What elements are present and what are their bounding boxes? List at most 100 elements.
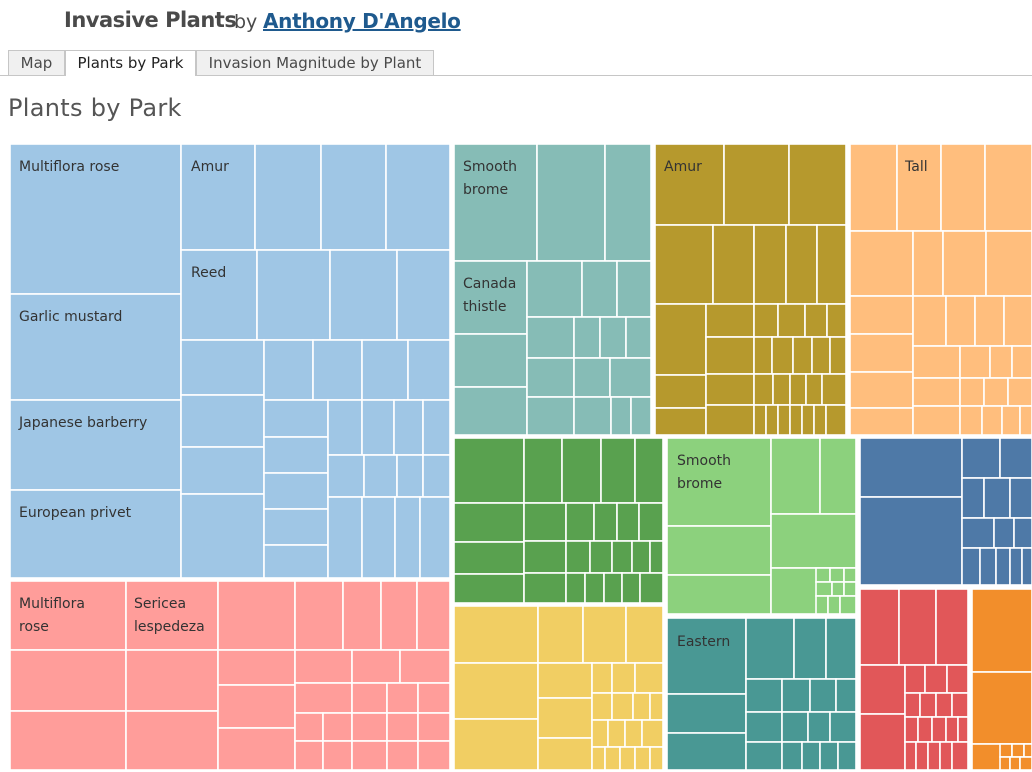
tile-light-blue[interactable] (180, 446, 265, 495)
tile-red[interactable] (904, 716, 919, 743)
tile-pink[interactable] (125, 710, 219, 771)
tile-orange[interactable] (971, 671, 1032, 745)
tile-olive[interactable] (777, 303, 806, 338)
tile-pink[interactable] (294, 580, 344, 651)
tile-yellow[interactable] (649, 692, 664, 721)
tile-olive[interactable] (821, 373, 847, 406)
tile-red[interactable] (859, 713, 906, 771)
tile-olive[interactable] (654, 224, 714, 305)
tile-light-blue[interactable] (263, 544, 329, 579)
tile-pink[interactable] (9, 580, 127, 651)
tile-pink[interactable] (417, 682, 451, 714)
tile-teal-light[interactable] (526, 316, 575, 359)
tile-teal-light[interactable] (625, 316, 652, 359)
tile-olive[interactable] (792, 336, 813, 375)
tile-teal-light[interactable] (526, 396, 575, 436)
tile-olive[interactable] (801, 404, 815, 436)
tile-orange-light[interactable] (849, 371, 914, 409)
tile-yellow[interactable] (591, 746, 606, 771)
tile-yellow[interactable] (537, 737, 593, 771)
tile-olive[interactable] (723, 143, 790, 226)
tile-orange[interactable] (999, 743, 1013, 758)
tile-green[interactable] (638, 502, 664, 542)
tile-green[interactable] (565, 540, 591, 574)
tab-plants-by-park[interactable]: Plants by Park (65, 50, 196, 76)
tile-yellow[interactable] (611, 692, 634, 721)
tile-light-green[interactable] (666, 574, 772, 615)
tile-olive[interactable] (753, 224, 787, 305)
tile-light-green[interactable] (666, 437, 772, 527)
tile-olive[interactable] (816, 224, 847, 305)
tile-olive[interactable] (705, 404, 755, 436)
tile-yellow[interactable] (649, 746, 664, 771)
tile-olive[interactable] (753, 303, 779, 338)
tile-red[interactable] (904, 741, 917, 771)
tile-orange-light[interactable] (942, 230, 987, 297)
tile-pink[interactable] (351, 712, 388, 742)
tile-orange-light[interactable] (1019, 405, 1032, 436)
tile-light-blue[interactable] (327, 496, 363, 579)
tile-orange-light[interactable] (981, 405, 1003, 436)
tile-yellow[interactable] (591, 692, 613, 721)
tile-orange-light[interactable] (959, 377, 985, 407)
tile-blue[interactable] (979, 547, 997, 586)
tile-teal-dark[interactable] (666, 732, 747, 771)
tile-yellow[interactable] (641, 719, 664, 748)
tile-blue[interactable] (983, 477, 1011, 519)
tile-teal-light[interactable] (453, 143, 538, 262)
tile-orange[interactable] (1019, 756, 1032, 771)
tile-olive[interactable] (826, 303, 847, 338)
tile-green[interactable] (523, 572, 567, 604)
tile-orange-light[interactable] (912, 405, 961, 436)
tile-green[interactable] (584, 572, 605, 604)
tile-green[interactable] (621, 572, 641, 604)
tile-orange-light[interactable] (849, 230, 914, 297)
tile-light-blue[interactable] (9, 489, 182, 579)
tile-yellow[interactable] (453, 662, 539, 720)
tile-pink[interactable] (351, 682, 388, 714)
tile-olive[interactable] (753, 336, 773, 375)
tile-teal-light[interactable] (581, 260, 618, 318)
tile-light-blue[interactable] (393, 399, 424, 456)
tile-pink[interactable] (294, 682, 353, 714)
tile-olive[interactable] (654, 143, 725, 226)
tile-orange[interactable] (971, 588, 1032, 673)
tile-teal-dark[interactable] (666, 617, 747, 695)
tile-green[interactable] (631, 540, 651, 574)
tile-teal-light[interactable] (599, 316, 627, 359)
tile-orange-light[interactable] (896, 143, 942, 232)
tile-red[interactable] (859, 588, 900, 666)
tile-red[interactable] (917, 716, 933, 743)
tile-teal-dark[interactable] (835, 678, 857, 713)
tile-olive[interactable] (654, 407, 707, 436)
tile-red[interactable] (957, 716, 969, 743)
tile-light-blue[interactable] (9, 399, 182, 491)
tile-orange-light[interactable] (912, 230, 944, 297)
tile-green[interactable] (639, 572, 664, 604)
tile-orange[interactable] (999, 756, 1011, 771)
tile-teal-light[interactable] (573, 396, 612, 436)
tile-light-blue[interactable] (327, 454, 365, 498)
tile-olive[interactable] (705, 336, 755, 375)
tile-olive[interactable] (705, 373, 755, 406)
tile-orange-light[interactable] (989, 345, 1013, 379)
tile-green[interactable] (649, 540, 664, 574)
tile-pink[interactable] (386, 682, 419, 714)
tile-yellow[interactable] (582, 605, 627, 664)
tile-yellow[interactable] (537, 605, 584, 664)
tile-red[interactable] (951, 741, 969, 771)
tile-pink[interactable] (380, 580, 418, 651)
tile-yellow[interactable] (453, 718, 539, 771)
tile-blue[interactable] (1009, 547, 1023, 586)
tile-blue[interactable] (1021, 547, 1032, 586)
tile-red[interactable] (904, 692, 921, 718)
tile-teal-dark[interactable] (819, 741, 839, 771)
tile-teal-light[interactable] (453, 333, 528, 388)
tile-teal-dark[interactable] (745, 741, 783, 771)
tile-light-blue[interactable] (254, 143, 322, 251)
tile-green[interactable] (453, 502, 525, 543)
tile-olive[interactable] (654, 374, 707, 409)
tile-teal-dark[interactable] (801, 741, 821, 771)
tile-light-green[interactable] (843, 567, 857, 583)
tile-blue[interactable] (859, 437, 963, 498)
